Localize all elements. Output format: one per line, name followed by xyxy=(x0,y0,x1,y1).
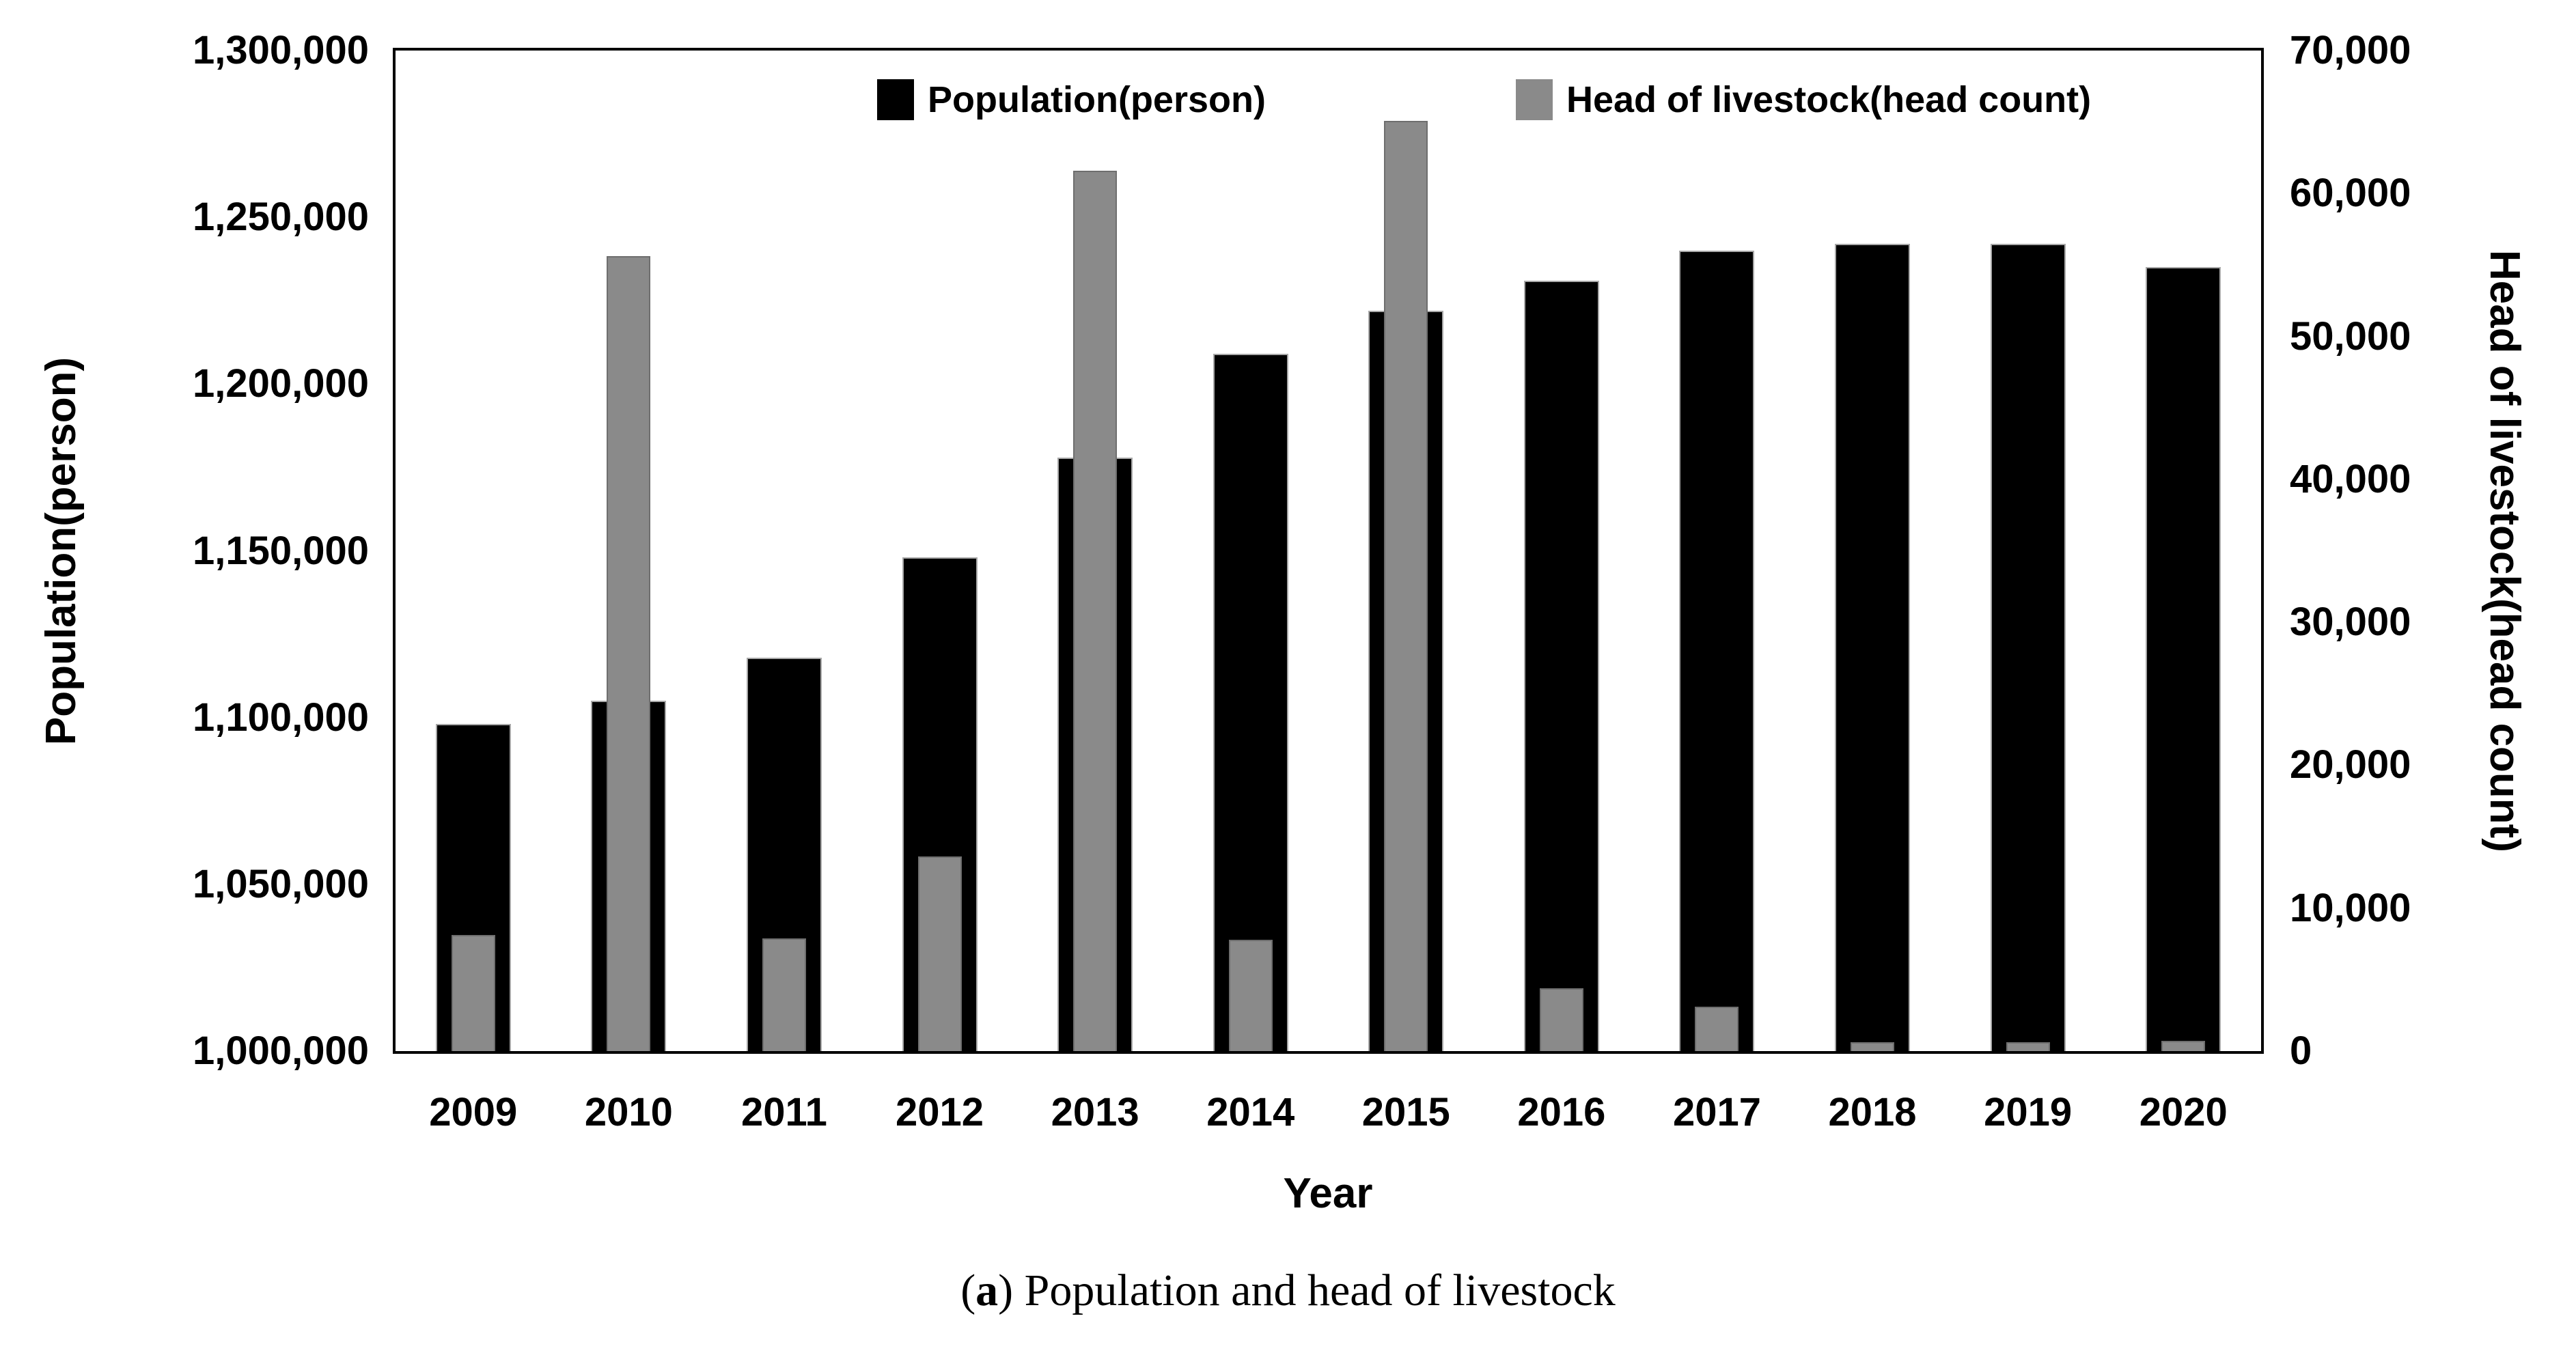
livestock-bar-2011 xyxy=(762,938,806,1051)
x-axis-tick-label-2012: 2012 xyxy=(896,1090,984,1134)
x-axis-title: Year xyxy=(1283,1170,1373,1217)
population-legend-swatch-icon xyxy=(877,79,914,120)
livestock-bar-2010 xyxy=(607,256,651,1051)
livestock-bar-2014 xyxy=(1228,939,1273,1051)
livestock-bar-2012 xyxy=(917,856,962,1051)
left-axis-tick-label: 1,000,000 xyxy=(192,1029,369,1073)
x-axis-tick-label-2010: 2010 xyxy=(584,1090,673,1134)
left-axis-tick-label: 1,050,000 xyxy=(192,861,369,906)
livestock-bar-2018 xyxy=(1851,1042,1895,1051)
right-axis-tick-label: 60,000 xyxy=(2290,171,2411,216)
x-axis-tick-label-2016: 2016 xyxy=(1517,1090,1606,1134)
livestock-bar-2016 xyxy=(1539,988,1583,1051)
left-axis-tick-label: 1,250,000 xyxy=(192,195,369,240)
left-axis-tick-label: 1,300,000 xyxy=(192,28,369,72)
legend-label-livestock: Head of livestock(head count) xyxy=(1566,79,2092,120)
livestock-legend-swatch-icon xyxy=(1516,79,1553,120)
right-axis-tick-label: 70,000 xyxy=(2290,28,2411,72)
x-axis-tick-label-2019: 2019 xyxy=(1984,1090,2073,1134)
right-axis-tick-label: 20,000 xyxy=(2290,742,2411,787)
x-axis-tick-label-2018: 2018 xyxy=(1828,1090,1917,1134)
livestock-bar-2013 xyxy=(1073,170,1118,1051)
x-axis-tick-label-2009: 2009 xyxy=(429,1090,518,1134)
left-axis-tick-label: 1,200,000 xyxy=(192,361,369,406)
livestock-bar-2020 xyxy=(2161,1041,2206,1051)
left-axis-tick-label: 1,150,000 xyxy=(192,528,369,573)
x-axis-tick-label-2013: 2013 xyxy=(1051,1090,1139,1134)
caption-open-paren: ( xyxy=(960,1266,976,1315)
livestock-bar-2019 xyxy=(2006,1042,2050,1051)
x-axis-tick-label-2017: 2017 xyxy=(1672,1090,1761,1134)
population-bar-2018 xyxy=(1835,244,1911,1051)
right-axis-tick-label: 50,000 xyxy=(2290,313,2411,359)
caption-text: ) Population and head of livestock xyxy=(998,1266,1616,1315)
caption-letter: a xyxy=(975,1266,999,1315)
population-bar-2020 xyxy=(2146,267,2221,1051)
livestock-bar-2015 xyxy=(1384,120,1428,1051)
x-axis-tick-label-2015: 2015 xyxy=(1361,1090,1450,1134)
livestock-bar-2009 xyxy=(451,935,495,1051)
legend-item-livestock: Head of livestock(head count) xyxy=(1516,78,2091,122)
x-axis-tick-label-2011: 2011 xyxy=(741,1090,827,1134)
legend-label-population: Population(person) xyxy=(928,79,1266,120)
population-bar-2019 xyxy=(1990,244,2066,1051)
legend-item-population: Population(person) xyxy=(877,78,1266,122)
population-bar-2016 xyxy=(1523,280,1599,1051)
right-axis-tick-label: 40,000 xyxy=(2290,456,2411,501)
right-axis-tick-label: 10,000 xyxy=(2290,885,2411,930)
right-axis-tick-label: 0 xyxy=(2290,1029,2312,1073)
plot-area: Population(person) Head of livestock(hea… xyxy=(393,48,2264,1054)
chart-legend: Population(person) Head of livestock(hea… xyxy=(396,78,2261,126)
figure-caption: (a) Population and head of livestock xyxy=(0,1265,2576,1317)
population-bar-2017 xyxy=(1679,251,1755,1051)
left-axis-tick-label: 1,100,000 xyxy=(192,695,369,740)
livestock-bar-2017 xyxy=(1695,1007,1739,1051)
right-axis-tick-label: 30,000 xyxy=(2290,600,2411,645)
x-axis-tick-label-2020: 2020 xyxy=(2139,1090,2228,1134)
x-axis-tick-label-2014: 2014 xyxy=(1206,1090,1295,1134)
population-bar-2014 xyxy=(1213,354,1288,1051)
